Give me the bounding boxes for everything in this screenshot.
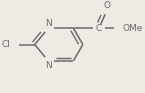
Text: C: C bbox=[96, 24, 102, 33]
Text: N: N bbox=[45, 61, 51, 70]
Text: OMe: OMe bbox=[123, 24, 143, 33]
Text: O: O bbox=[103, 1, 110, 10]
Text: Cl: Cl bbox=[2, 40, 11, 49]
Text: N: N bbox=[45, 19, 51, 28]
